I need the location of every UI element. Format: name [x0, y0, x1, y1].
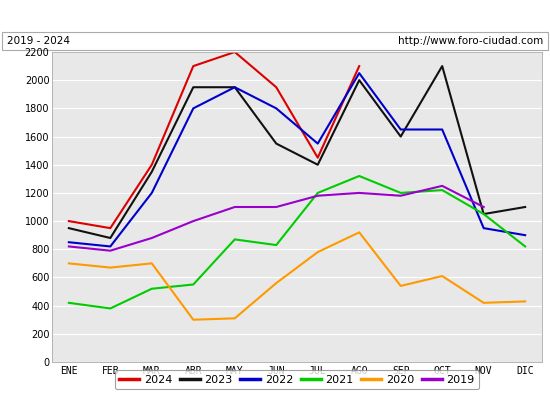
- Text: http://www.foro-ciudad.com: http://www.foro-ciudad.com: [398, 36, 543, 46]
- Text: 2019 - 2024: 2019 - 2024: [7, 36, 70, 46]
- Bar: [2, 32, 548, 50]
- Text: Evolucion Nº Turistas Extranjeros en el municipio de Arcos de la Frontera: Evolucion Nº Turistas Extranjeros en el …: [15, 8, 535, 22]
- Legend: 2024, 2023, 2022, 2021, 2020, 2019: 2024, 2023, 2022, 2021, 2020, 2019: [115, 370, 479, 389]
